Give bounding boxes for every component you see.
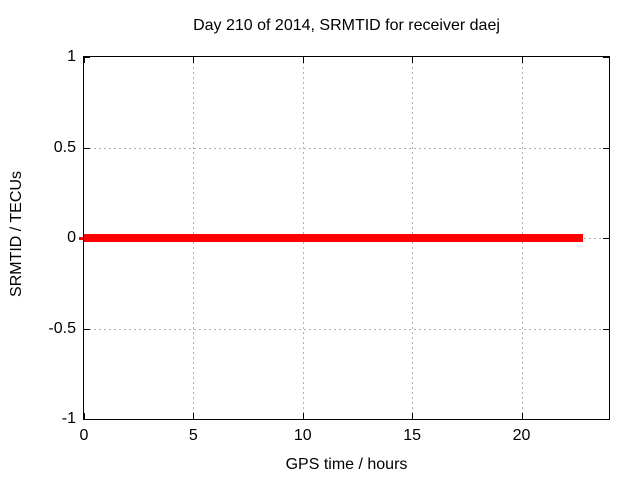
y-tick-mark-right xyxy=(603,147,609,149)
x-tick-mark-bottom xyxy=(412,413,414,419)
x-tick-mark-top xyxy=(412,57,414,63)
chart-title: Day 210 of 2014, SRMTID for receiver dae… xyxy=(193,17,500,34)
x-tick-mark-top xyxy=(521,57,523,63)
y-tick-label: 0 xyxy=(67,229,76,246)
plot-area xyxy=(79,56,610,420)
y-tick-mark-right xyxy=(603,328,609,330)
x-tick-label: 0 xyxy=(79,427,89,444)
x-tick-mark-bottom xyxy=(521,413,523,419)
y-tick-mark-right xyxy=(603,419,609,420)
y-tick-label: -1 xyxy=(61,410,76,427)
y-tick-mark-left xyxy=(84,419,90,420)
x-tick-label: 20 xyxy=(512,427,531,444)
x-tick-mark-top xyxy=(84,57,85,63)
y-grid-line xyxy=(84,328,609,330)
x-tick-mark-bottom xyxy=(302,413,304,419)
y-tick-mark-left xyxy=(84,328,90,330)
y-tick-mark-right xyxy=(603,238,609,239)
x-tick-label: 10 xyxy=(293,427,312,444)
y-grid-line xyxy=(84,147,609,149)
x-tick-mark-top xyxy=(302,57,304,63)
x-tick-label: 5 xyxy=(188,427,198,444)
y-tick-mark-left xyxy=(84,147,90,149)
y-tick-label: -0.5 xyxy=(48,319,76,337)
x-axis-label: GPS time / hours xyxy=(285,456,408,473)
y-tick-label: 1 xyxy=(67,48,76,65)
x-tick-label: 15 xyxy=(403,427,422,444)
y-tick-mark-right xyxy=(603,57,609,58)
series-line xyxy=(84,234,583,242)
x-tick-mark-top xyxy=(193,57,195,63)
y-tick-label: 0.5 xyxy=(53,138,76,156)
y-tick-mark-left xyxy=(84,57,90,58)
series-line-cap xyxy=(79,237,84,240)
x-tick-mark-bottom xyxy=(84,413,85,419)
x-tick-mark-bottom xyxy=(193,413,195,419)
